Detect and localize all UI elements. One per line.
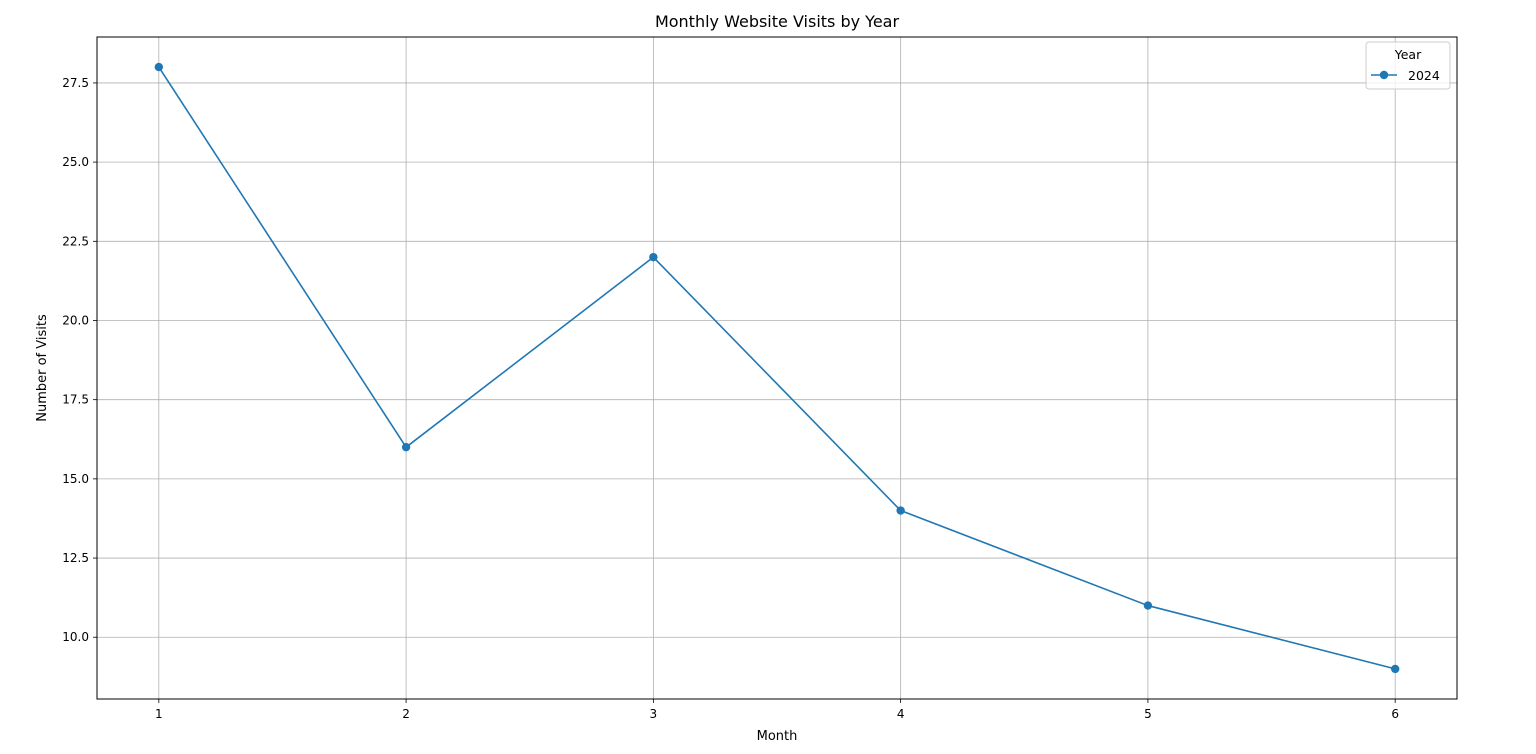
x-tick-label: 3 xyxy=(650,707,658,721)
y-tick-label: 22.5 xyxy=(62,234,89,248)
y-tick-label: 17.5 xyxy=(62,393,89,407)
x-tick-label: 4 xyxy=(897,707,905,721)
x-tick-label: 6 xyxy=(1391,707,1399,721)
y-tick-label: 15.0 xyxy=(62,472,89,486)
x-tick-label: 2 xyxy=(402,707,410,721)
x-tick-label: 5 xyxy=(1144,707,1152,721)
legend-entry-2024: 2024 xyxy=(1408,68,1440,83)
ticks-layer: 1 2 3 4 5 6 10.0 12.5 15.0 17.5 20.0 22.5 25.0 27.5 xyxy=(62,76,1399,721)
series-line-2024 xyxy=(158,66,1396,670)
y-tick-label: 25.0 xyxy=(62,155,89,169)
y-tick-label: 27.5 xyxy=(62,76,89,90)
x-tick-label: 1 xyxy=(155,707,163,721)
y-tick-label: 10.0 xyxy=(62,630,89,644)
chart-title: Monthly Website Visits by Year xyxy=(655,12,900,31)
data-point xyxy=(1390,664,1400,674)
data-point xyxy=(154,62,164,72)
grid-layer xyxy=(97,37,1457,699)
legend-title: Year xyxy=(1394,47,1422,62)
data-point xyxy=(896,506,905,515)
x-axis-label: Month xyxy=(757,729,798,744)
y-tick-label: 20.0 xyxy=(62,313,89,327)
y-axis-label: Number of Visits xyxy=(35,314,50,422)
y-tick-label: 12.5 xyxy=(62,551,89,565)
data-point xyxy=(1143,601,1153,610)
data-point xyxy=(649,252,658,262)
legend: Year 2024 xyxy=(1365,41,1451,90)
data-point xyxy=(401,442,411,452)
plot-area xyxy=(96,36,1458,700)
series-layer xyxy=(154,62,1400,674)
legend-marker xyxy=(1379,70,1389,80)
